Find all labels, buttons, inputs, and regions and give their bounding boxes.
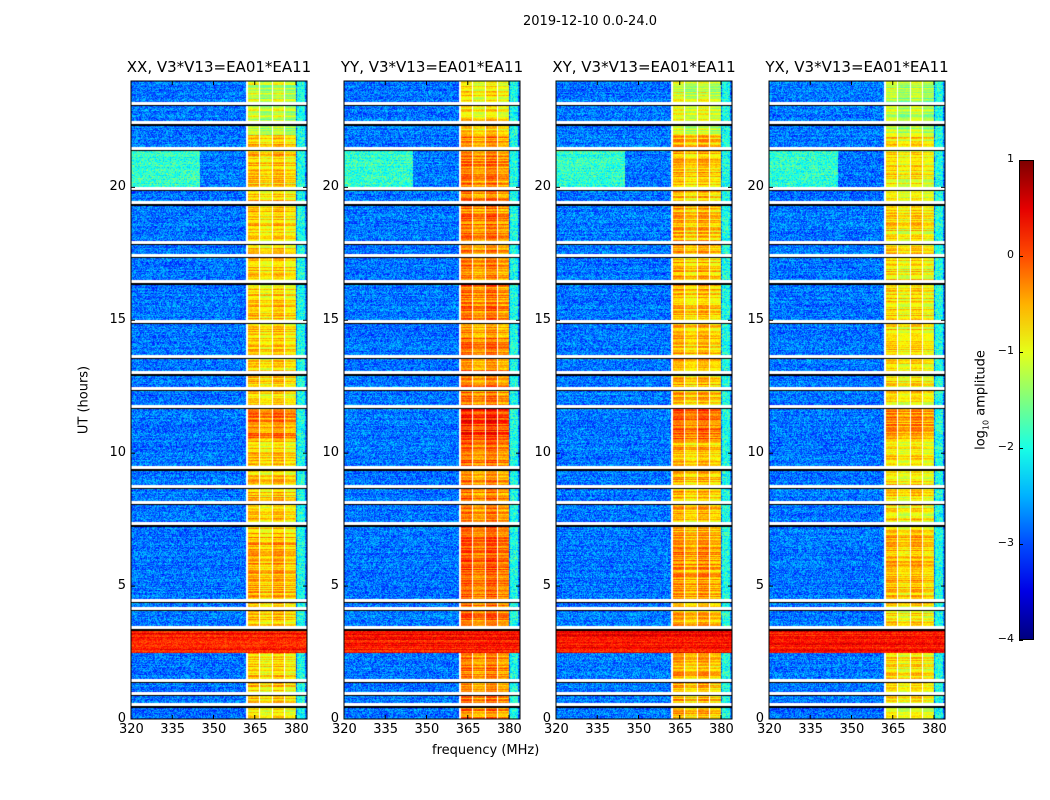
heatmap-image bbox=[131, 81, 307, 719]
x-tick-label: 365 bbox=[667, 722, 693, 737]
colorbar-tick-mark bbox=[1019, 256, 1023, 257]
x-tick-label: 320 bbox=[119, 722, 144, 737]
colorbar-label: log10 amplitude bbox=[973, 350, 991, 450]
spectrogram-panel: XX, V3*V13=EA01*EA11 320 335 350 365 380 0 5 10 1… bbox=[109, 58, 311, 737]
y-tick-label: 0 bbox=[117, 711, 126, 726]
x-tick-label: 320 bbox=[332, 722, 357, 737]
axes-frame bbox=[343, 80, 521, 720]
y-tick-label: 10 bbox=[109, 445, 126, 461]
spectrogram-panel: YX, V3*V13=EA01*EA11 320 335 350 365 380 0 5 10 1… bbox=[747, 58, 948, 737]
panel-title: XX, V3*V13=EA01*EA11 bbox=[126, 58, 312, 76]
x-tick-label: 380 bbox=[284, 722, 309, 737]
y-tick-label: 20 bbox=[747, 179, 764, 195]
y-tick-label: 0 bbox=[542, 711, 551, 726]
y-tick-label: 0 bbox=[330, 711, 339, 726]
x-tick-label: 320 bbox=[544, 722, 569, 737]
x-tick-label: 365 bbox=[455, 722, 481, 737]
x-tick-label: 380 bbox=[709, 722, 734, 737]
y-tick-label: 5 bbox=[117, 578, 126, 594]
x-tick-label: 380 bbox=[497, 722, 522, 737]
colorbar-tick-label: −3 bbox=[997, 536, 1014, 549]
y-tick-label: 10 bbox=[534, 445, 551, 461]
colorbar-tick-label: −4 bbox=[997, 632, 1014, 645]
spectrogram-panel: YY, V3*V13=EA01*EA11 320 335 350 365 380 0 5 10 1… bbox=[322, 58, 523, 737]
colorbar-tick-mark bbox=[1019, 352, 1023, 353]
axes-frame bbox=[130, 80, 308, 720]
colorbar-tick-label: 0 bbox=[1007, 248, 1014, 261]
x-tick-label: 335 bbox=[373, 722, 399, 737]
spectrogram-panel: XY, V3*V13=EA01*EA11 320 335 350 365 380 0 5 10 1… bbox=[534, 58, 735, 737]
x-tick-label: 335 bbox=[585, 722, 611, 737]
y-tick-label: 0 bbox=[755, 711, 764, 726]
x-tick-label: 380 bbox=[922, 722, 947, 737]
colorbar bbox=[1019, 160, 1034, 640]
x-tick-label: 320 bbox=[757, 722, 782, 737]
heatmap-image bbox=[344, 81, 520, 719]
panel-title: YY, V3*V13=EA01*EA11 bbox=[340, 58, 524, 76]
axes-frame bbox=[555, 80, 733, 720]
axes-frame bbox=[768, 80, 946, 720]
x-tick-label: 350 bbox=[626, 722, 652, 737]
x-axis-label: frequency (MHz) bbox=[432, 743, 540, 758]
panel-title: YX, V3*V13=EA01*EA11 bbox=[765, 58, 949, 76]
x-tick-label: 350 bbox=[414, 722, 440, 737]
y-tick-label: 20 bbox=[534, 179, 551, 195]
x-tick-label: 365 bbox=[242, 722, 268, 737]
colorbar-tick-label: −2 bbox=[997, 440, 1014, 453]
colorbar-tick-mark bbox=[1019, 160, 1023, 161]
y-axis-label: UT (hours) bbox=[76, 365, 92, 435]
colorbar-tick-mark bbox=[1019, 448, 1023, 449]
colorbar-tick-label: −1 bbox=[997, 344, 1014, 357]
y-tick-label: 15 bbox=[747, 312, 764, 328]
y-tick-label: 5 bbox=[542, 578, 551, 594]
panel-title: XY, V3*V13=EA01*EA11 bbox=[552, 58, 736, 76]
y-tick-label: 15 bbox=[109, 312, 126, 328]
colorbar-tick-mark bbox=[1019, 640, 1023, 641]
axes-border bbox=[343, 80, 521, 720]
y-tick-label: 5 bbox=[755, 578, 764, 594]
x-tick-label: 350 bbox=[201, 722, 227, 737]
axes-border bbox=[555, 80, 733, 720]
x-tick-label: 335 bbox=[798, 722, 824, 737]
y-tick-label: 5 bbox=[330, 578, 339, 594]
heatmap-image bbox=[769, 81, 945, 719]
figure-title: 2019-12-10 0.0-24.0 bbox=[523, 14, 657, 29]
y-tick-label: 20 bbox=[322, 179, 339, 195]
y-tick-label: 15 bbox=[322, 312, 339, 328]
y-tick-label: 10 bbox=[747, 445, 764, 461]
colorbar-tick-label: 1 bbox=[1007, 152, 1014, 165]
x-tick-label: 365 bbox=[880, 722, 906, 737]
y-tick-label: 20 bbox=[109, 179, 126, 195]
x-tick-label: 350 bbox=[839, 722, 865, 737]
axes-border bbox=[130, 80, 308, 720]
y-tick-label: 10 bbox=[322, 445, 339, 461]
y-tick-label: 15 bbox=[534, 312, 551, 328]
heatmap-image bbox=[556, 81, 732, 719]
colorbar-tick-mark bbox=[1019, 544, 1023, 545]
x-tick-label: 335 bbox=[160, 722, 186, 737]
axes-border bbox=[768, 80, 946, 720]
